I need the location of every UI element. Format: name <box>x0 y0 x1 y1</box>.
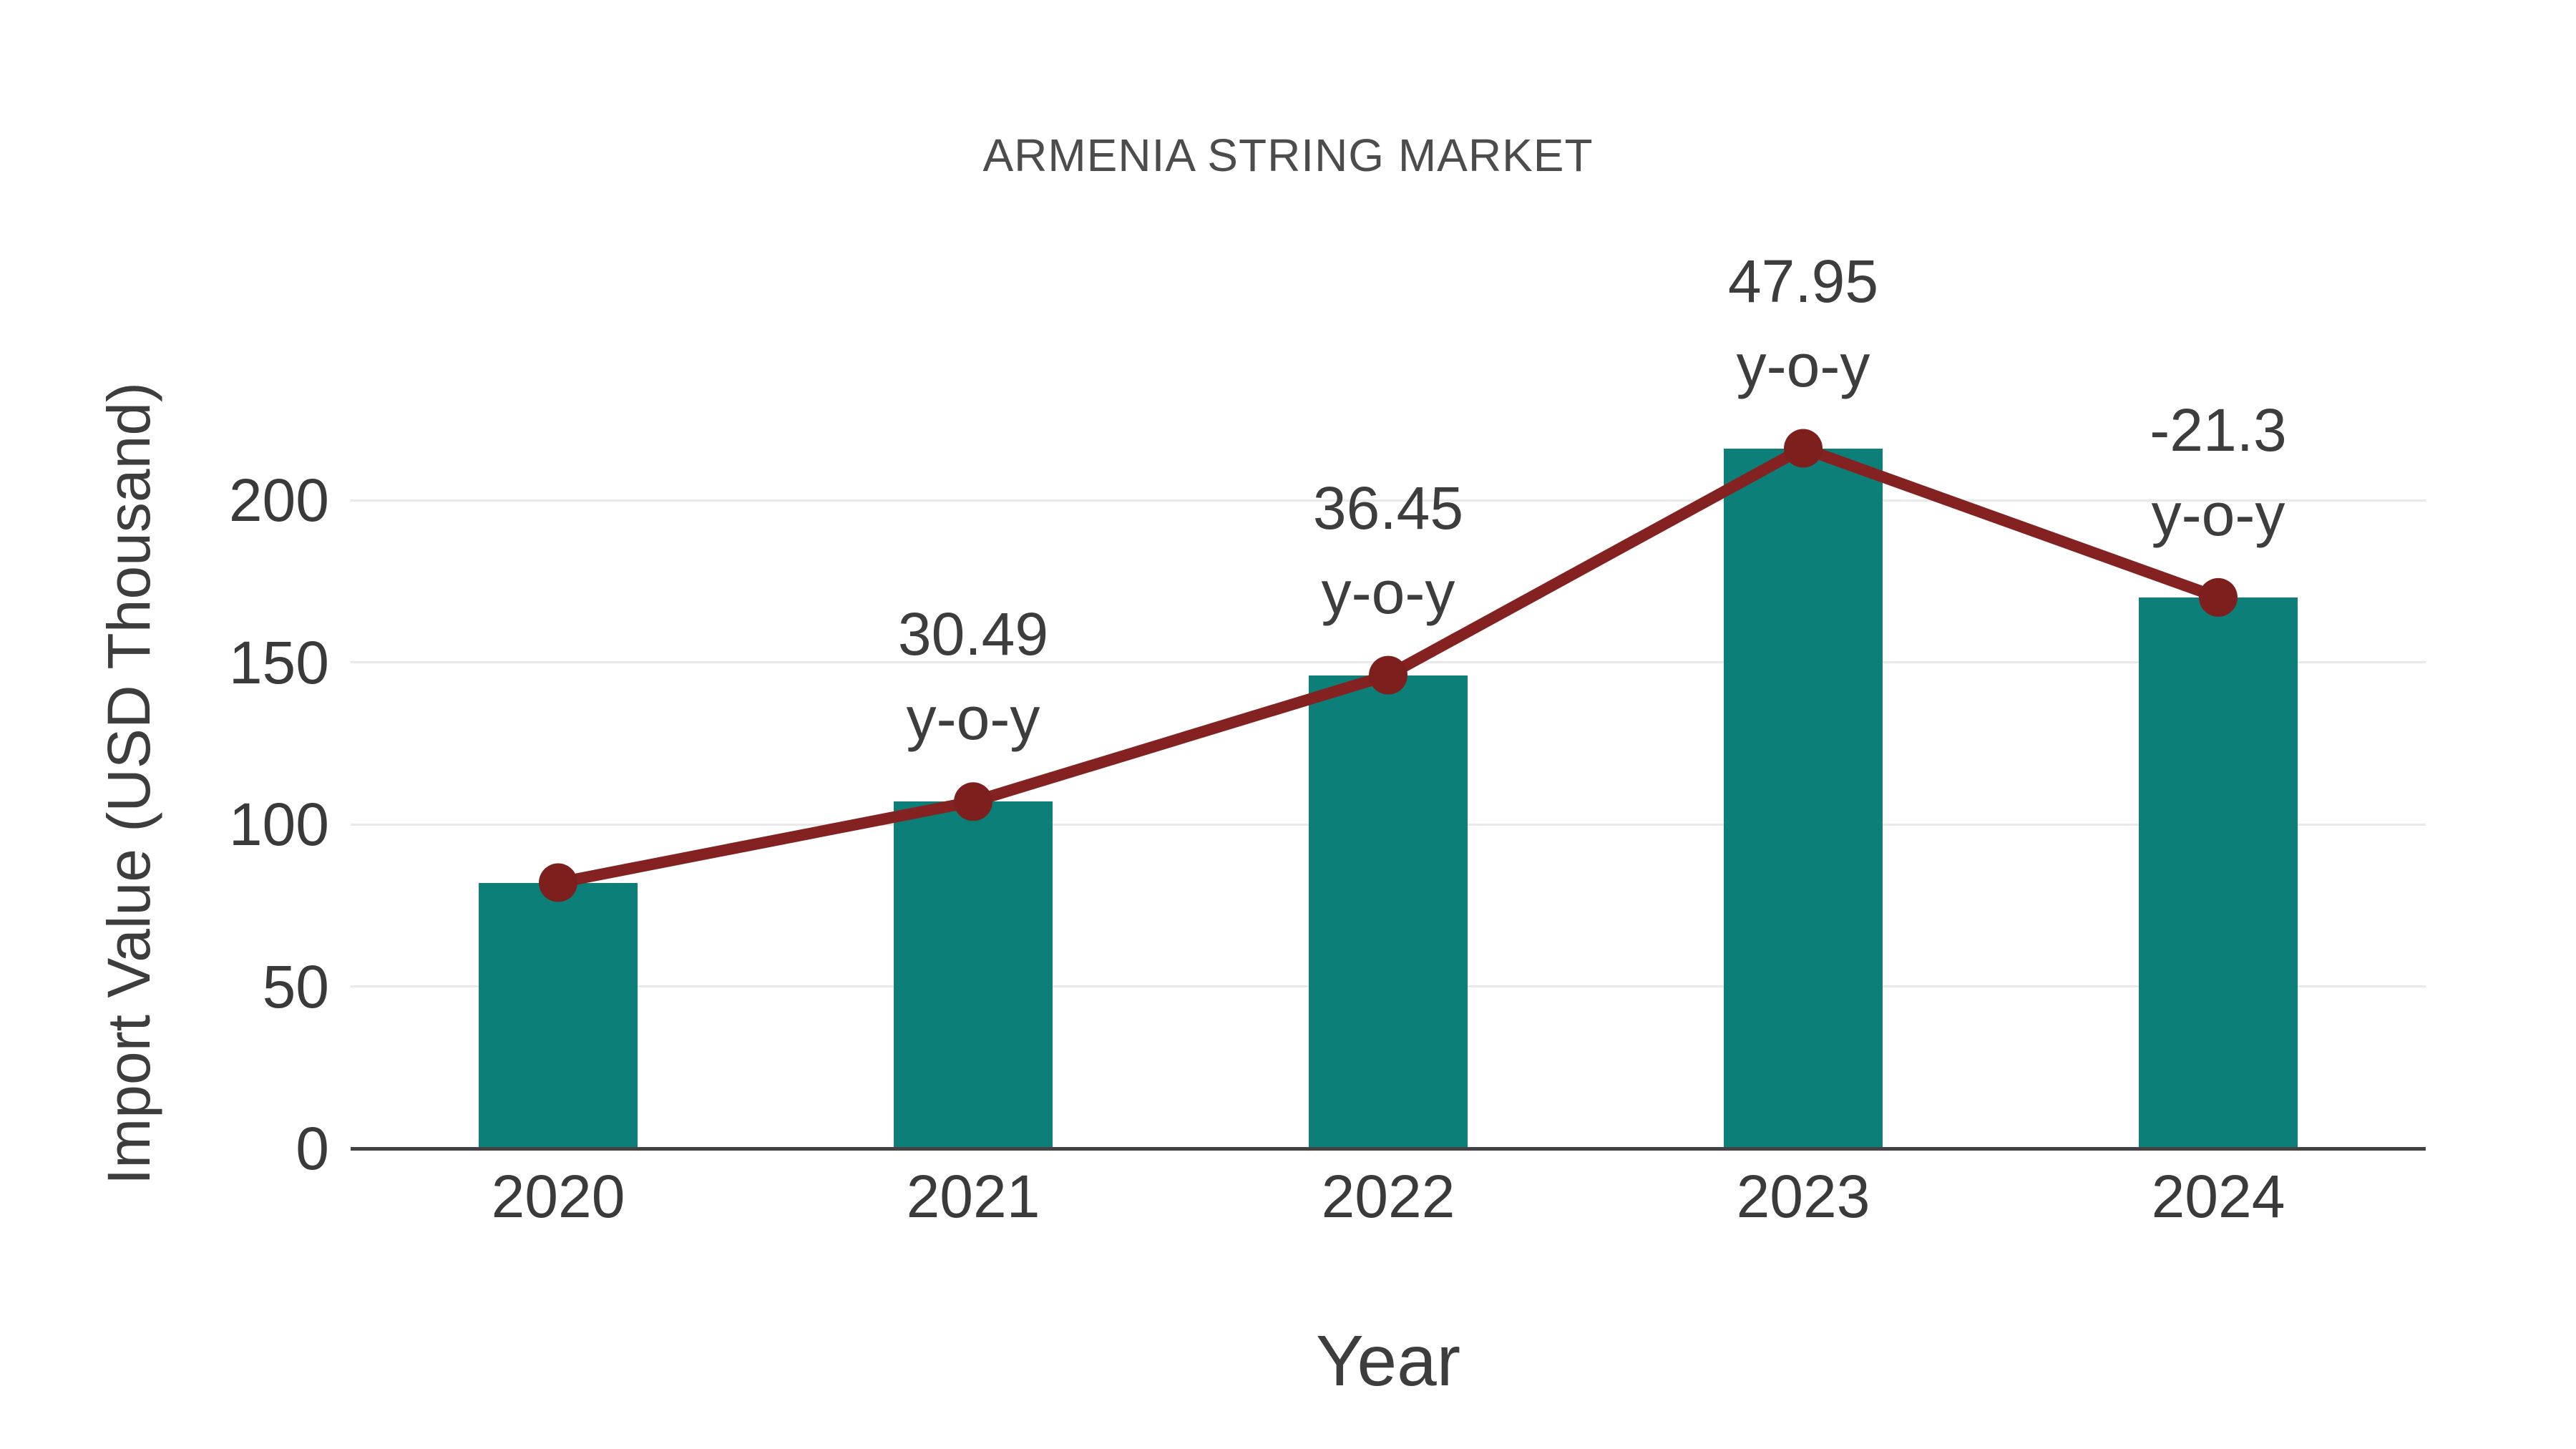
bar <box>894 801 1053 1148</box>
gridline <box>351 661 2426 663</box>
annotation-label: y-o-y <box>1736 331 1870 399</box>
x-tick-label: 2024 <box>2151 1163 2285 1230</box>
annotation-label: y-o-y <box>1321 558 1455 626</box>
x-tick-label: 2022 <box>1321 1163 1455 1230</box>
annotation-value: -21.3 <box>2150 396 2287 464</box>
annotation-label: y-o-y <box>2151 480 2285 548</box>
x-tick-label: 2023 <box>1736 1163 1870 1230</box>
annotation-value: 47.95 <box>1727 247 1879 315</box>
x-tick-label: 2021 <box>906 1163 1040 1230</box>
annotation-label: y-o-y <box>906 685 1040 753</box>
y-tick-label: 100 <box>228 791 329 858</box>
y-tick-label: 200 <box>228 467 329 534</box>
bar <box>1309 675 1468 1148</box>
x-axis-title: Year <box>1315 1321 1461 1401</box>
x-tick-label: 2020 <box>491 1163 625 1230</box>
x-axis-line <box>351 1147 2426 1151</box>
bar <box>1724 448 1883 1148</box>
bar <box>2139 597 2298 1148</box>
annotation-value: 30.49 <box>897 600 1049 668</box>
bar <box>479 882 638 1148</box>
y-tick-label: 50 <box>262 952 329 1020</box>
chart-title: ARMENIA STRING MARKET <box>982 130 1594 181</box>
y-tick-label: 0 <box>296 1115 329 1182</box>
annotation-value: 36.45 <box>1312 474 1464 542</box>
y-tick-label: 150 <box>228 628 329 696</box>
